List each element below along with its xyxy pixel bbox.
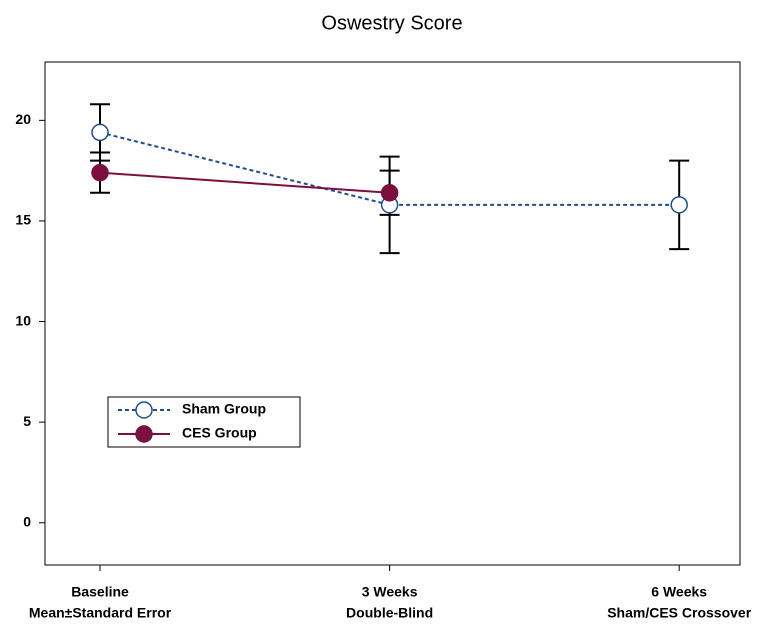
- x-tick-label: Double-Blind: [346, 605, 433, 621]
- x-tick-label: Mean±Standard Error: [29, 605, 172, 621]
- x-tick-label: Baseline: [71, 584, 129, 600]
- y-tick-label: 10: [15, 312, 31, 328]
- point: [380, 184, 399, 202]
- chart-title: Oswestry Score: [321, 12, 462, 34]
- x-tick-label: 3 Weeks: [362, 584, 418, 600]
- y-tick-label: 15: [15, 212, 31, 228]
- y-tick-label: 20: [15, 111, 31, 127]
- legend-marker: [135, 425, 153, 443]
- series-line: [99, 171, 390, 194]
- point: [91, 163, 109, 182]
- plot-frame: [44, 61, 741, 566]
- series-line: [99, 131, 680, 206]
- x-tick-label: Sham/CES Crossover: [607, 605, 751, 621]
- point: [91, 123, 109, 142]
- legend-marker: [135, 401, 153, 419]
- y-tick-label: 0: [23, 513, 31, 529]
- point: [670, 196, 688, 214]
- legend-label: CES Group: [182, 425, 257, 441]
- y-tick-label: 5: [23, 413, 31, 429]
- x-tick-label: 6 Weeks: [651, 584, 707, 600]
- legend-label: Sham Group: [182, 401, 266, 417]
